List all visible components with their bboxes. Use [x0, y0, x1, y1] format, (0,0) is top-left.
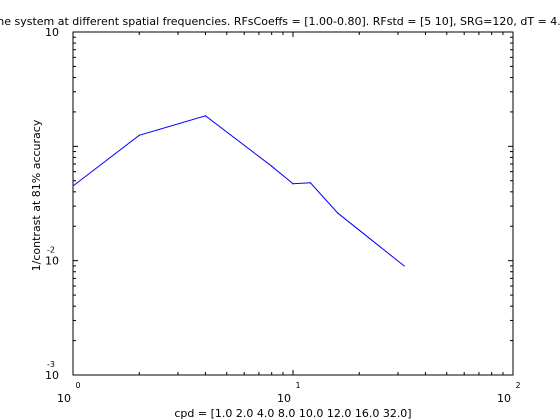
- x-tick-label-exponent: 2: [515, 381, 520, 390]
- x-tick-label-exponent: 0: [75, 381, 80, 390]
- x-tick-label-base: 10: [57, 392, 71, 405]
- chart-title: itivity of the system at different spati…: [0, 15, 560, 28]
- data-point: [204, 115, 207, 117]
- data-point: [138, 134, 140, 136]
- x-tick-label-base: 10: [277, 392, 291, 405]
- data-point: [72, 185, 74, 187]
- y-axis-label: 1/contrast at 81% accuracy: [30, 119, 43, 271]
- x-tick-label-exponent: 1: [295, 381, 300, 390]
- y-tick-label-base: 10: [45, 369, 59, 382]
- data-point: [309, 182, 312, 184]
- data-point: [403, 265, 405, 267]
- data-point: [337, 212, 339, 214]
- x-axis-label: cpd = [1.0 2.0 4.0 8.0 10.0 12.0 16.0 32…: [174, 407, 411, 420]
- data-point: [271, 165, 273, 167]
- y-tick-label-base: 10: [45, 26, 59, 39]
- data-point: [292, 183, 294, 185]
- y-tick-label-exponent: -2: [47, 246, 55, 255]
- y-tick-label-exponent: -3: [47, 360, 55, 369]
- y-tick-label-base: 10: [45, 255, 59, 268]
- x-tick-label-base: 10: [497, 392, 511, 405]
- series-line: [72, 115, 405, 267]
